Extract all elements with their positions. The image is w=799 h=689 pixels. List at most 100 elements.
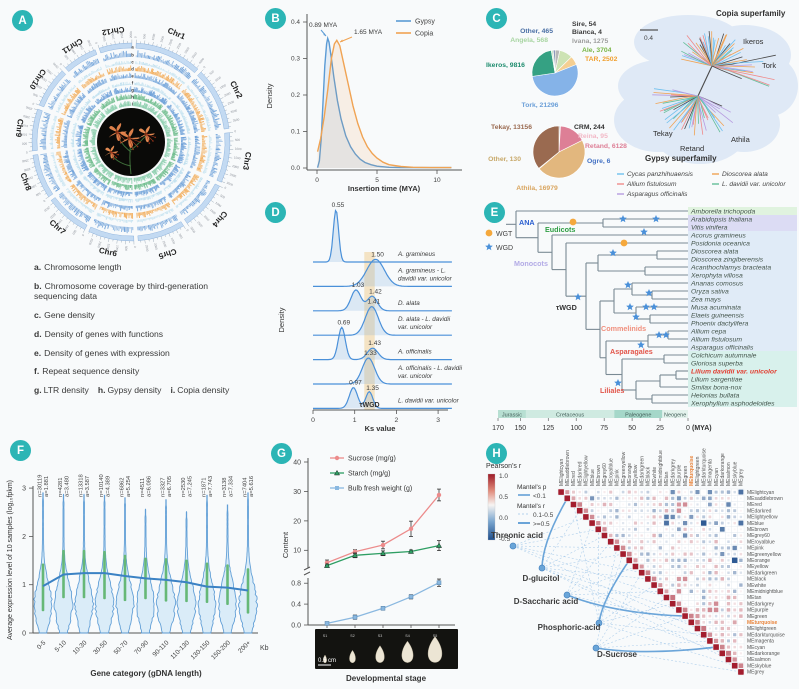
- ring-bar: [156, 167, 159, 170]
- ring-bar: [70, 183, 75, 188]
- ring-bar: [59, 104, 63, 107]
- ring-bar: [164, 114, 167, 117]
- mantel-edge-weak: [595, 597, 667, 649]
- ring-bar: [145, 174, 148, 177]
- ring-bar: [179, 211, 183, 215]
- tick: [193, 63, 195, 66]
- arrowhead: [340, 39, 343, 42]
- ring-bar: [213, 120, 217, 123]
- ring-bar: [114, 174, 117, 177]
- ring-bar: [172, 180, 175, 184]
- ring-bar: [192, 159, 196, 162]
- ring-bar: [200, 104, 203, 107]
- y-tick-label: 0: [22, 630, 26, 637]
- ring-bar: [143, 175, 146, 178]
- column-label-MEdarkorange: MEdarkorange: [720, 453, 726, 486]
- ring-bar: [83, 114, 88, 118]
- ring-bar: [116, 197, 118, 200]
- ring-bar: [159, 182, 163, 185]
- ring-bar: [178, 77, 181, 81]
- tick: [69, 59, 73, 63]
- timescale-period-label: Neogene: [664, 413, 686, 419]
- ring-bar: [73, 157, 77, 160]
- heat-cell: [634, 546, 637, 550]
- chromosome-label: Chr7: [48, 218, 68, 237]
- x-tick-label: 10: [433, 177, 441, 184]
- tick: [59, 68, 63, 71]
- ring-bar: [158, 106, 162, 110]
- ring-bar: [97, 163, 103, 167]
- heat-cell: [696, 602, 699, 606]
- tree-label: Tork: [762, 61, 776, 70]
- heat-cell: [715, 516, 717, 518]
- heat-cell: [664, 589, 669, 594]
- timescale-tick: 125: [542, 425, 554, 432]
- ring-bar: [87, 171, 92, 175]
- ring-bar: [191, 120, 196, 123]
- ring-bar: [95, 156, 99, 160]
- ring-bar: [162, 170, 165, 173]
- ring-bar: [176, 77, 178, 80]
- wgd-marker: [642, 303, 650, 311]
- ring-bar: [143, 74, 146, 80]
- ring-bar: [98, 213, 101, 217]
- petal: [108, 132, 117, 138]
- ring-bar: [73, 108, 76, 111]
- ring-bar: [105, 177, 109, 181]
- ring-bar: [163, 111, 168, 115]
- heat-cell: [733, 589, 737, 593]
- heat-cell: [727, 633, 730, 637]
- ring-bar: [109, 91, 112, 97]
- ring-bar: [91, 202, 95, 207]
- ring-bar: [183, 120, 186, 122]
- ring-bar: [91, 176, 96, 181]
- species-label: Xerophyllum asphodeloides: [690, 400, 775, 407]
- ring-bar: [43, 157, 48, 160]
- ring-bar: [105, 177, 107, 180]
- ring-bar: [82, 159, 85, 161]
- ring-bar: [154, 110, 159, 116]
- ring-bar: [50, 102, 55, 106]
- ring-bar: [148, 172, 153, 179]
- tick-label: 500: [209, 69, 216, 75]
- petal: [116, 123, 122, 132]
- ring-bar: [149, 90, 153, 96]
- ring-bar: [166, 218, 169, 222]
- line: [303, 566, 311, 571]
- ring-bar: [105, 201, 108, 204]
- ring-bar: [79, 99, 82, 102]
- petal: [105, 147, 111, 152]
- ring-bar: [67, 167, 73, 171]
- ring-bar: [61, 102, 64, 104]
- ring-bar: [87, 108, 92, 112]
- wgd-marker: [624, 281, 632, 289]
- tick: [172, 231, 174, 234]
- ring-bar: [174, 178, 178, 182]
- pie-label: Tekay, 13156: [491, 124, 532, 131]
- legend-line-c: c. Gene density: [34, 310, 95, 321]
- ring-bar: [148, 90, 151, 96]
- tick: [228, 121, 232, 123]
- ring-bar: [81, 79, 84, 82]
- wgd-marker: [626, 303, 634, 311]
- ring-bar: [156, 112, 161, 118]
- heat-cell: [671, 540, 674, 543]
- ring-bar: [176, 195, 179, 199]
- ring-bar: [98, 172, 102, 176]
- ring-bar: [114, 174, 118, 180]
- colorbar-tick: -0.5: [499, 536, 511, 543]
- ring-bar: [123, 177, 126, 182]
- ring-bar: [135, 95, 138, 100]
- ring-bar: [170, 182, 172, 185]
- tick-label: 2000: [223, 91, 231, 98]
- ring-bar: [150, 107, 155, 113]
- ring-bar: [142, 67, 145, 73]
- ring-bar: [157, 104, 162, 110]
- gypsy-fill: [317, 38, 452, 169]
- heat-cell: [714, 496, 718, 500]
- ring-bar: [106, 110, 110, 115]
- ring-bar: [118, 183, 121, 188]
- ridge-species-label: var. unicolor: [398, 373, 433, 380]
- pie-label: Ikeros, 9816: [486, 62, 525, 69]
- ring-bar: [139, 205, 142, 211]
